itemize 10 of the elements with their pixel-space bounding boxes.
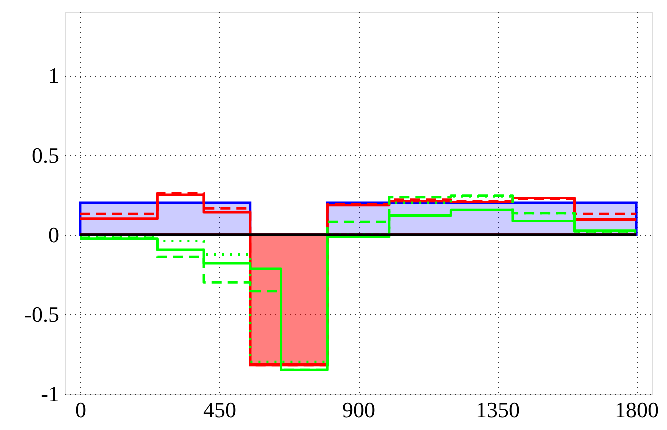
x-tick-label: 900 bbox=[342, 398, 376, 422]
y-tick-label: -0.5 bbox=[24, 302, 60, 327]
y-tick-label: -1 bbox=[41, 382, 60, 406]
x-tick-label: 450 bbox=[203, 398, 236, 422]
x-tick-label: 0 bbox=[75, 398, 86, 422]
x-tick-label: 1350 bbox=[476, 398, 520, 422]
y-tick-label: 1 bbox=[48, 63, 60, 88]
x-tick-label: 1800 bbox=[615, 398, 660, 422]
y-tick-label: 0.5 bbox=[32, 142, 60, 168]
y-tick-label: 0 bbox=[48, 222, 60, 248]
